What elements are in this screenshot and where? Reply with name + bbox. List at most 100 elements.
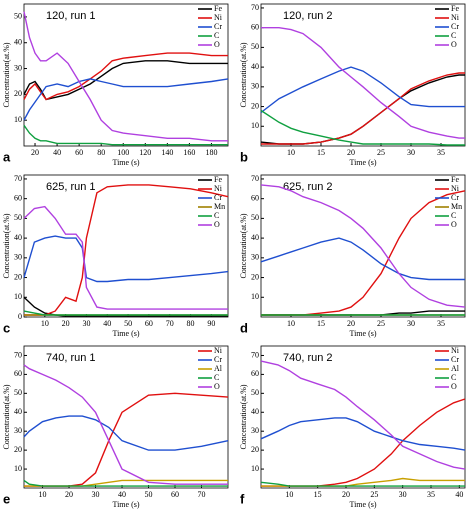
legend-label: C — [214, 211, 219, 220]
legend-label: Fe — [451, 175, 459, 184]
y-tick-label: 30 — [14, 253, 22, 262]
series-line — [261, 72, 465, 145]
series-line — [23, 52, 228, 101]
legend-label: Cr — [214, 22, 222, 31]
x-tick-label: 30 — [399, 490, 407, 499]
legend-label: Cr — [451, 22, 459, 31]
y-tick-label: 10 — [14, 464, 22, 473]
x-tick-label: 140 — [161, 148, 173, 157]
y-tick-label: 10 — [251, 464, 259, 473]
y-axis-label: Concentration(at.%) — [239, 42, 248, 107]
x-tick-label: 15 — [314, 490, 322, 499]
y-tick-label: 60 — [251, 22, 259, 31]
legend-label: O — [214, 220, 220, 229]
legend-label: O — [451, 382, 457, 391]
x-tick-label: 90 — [207, 319, 215, 328]
x-tick-label: 80 — [97, 148, 105, 157]
x-tick-label: 50 — [145, 490, 153, 499]
x-tick-label: 30 — [407, 148, 415, 157]
plot-frame — [260, 345, 466, 489]
series-line — [23, 415, 229, 451]
x-tick-label: 120 — [139, 148, 151, 157]
series-line — [23, 235, 229, 283]
series-line — [23, 310, 228, 316]
legend-label: C — [214, 31, 219, 40]
series-line — [23, 124, 228, 146]
x-tick-label: 30 — [82, 319, 90, 328]
x-tick-label: 10 — [285, 490, 293, 499]
x-tick-label: 15 — [317, 148, 325, 157]
legend-label: Ni — [451, 346, 460, 355]
y-tick-label: 50 — [14, 12, 22, 21]
x-tick-label: 15 — [317, 319, 325, 328]
series-line — [23, 205, 228, 310]
plot-frame — [260, 174, 466, 318]
y-tick-label: 70 — [251, 3, 259, 12]
series-line — [260, 237, 465, 281]
legend-label: O — [451, 220, 457, 229]
y-tick-label: 40 — [14, 38, 22, 47]
plot-frame — [260, 3, 466, 147]
y-tick-label: 40 — [251, 62, 259, 71]
legend-label: Ni — [214, 13, 223, 22]
y-axis-label: Concentration(at.%) — [2, 42, 11, 107]
x-axis-label: Time (s) — [349, 329, 376, 338]
y-axis-label: Concentration(at.%) — [239, 384, 248, 449]
y-tick-label: 50 — [14, 213, 22, 222]
series-line — [260, 360, 466, 470]
x-tick-label: 60 — [171, 490, 179, 499]
y-tick-label: 50 — [251, 213, 259, 222]
y-tick-label: 40 — [251, 407, 259, 416]
y-tick-label: 50 — [251, 388, 259, 397]
legend-label: Fe — [214, 175, 222, 184]
y-tick-label: 0 — [18, 312, 22, 321]
annotation: 625, run 2 — [283, 181, 333, 193]
legend-label: Cr — [451, 355, 459, 364]
series-line — [261, 398, 466, 487]
y-tick-label: 40 — [251, 233, 259, 242]
x-axis-label: Time (s) — [349, 158, 376, 167]
series-line — [23, 78, 229, 121]
x-tick-label: 20 — [347, 148, 355, 157]
legend-label: Mn — [451, 202, 462, 211]
x-tick-label: 20 — [31, 148, 39, 157]
y-tick-label: 20 — [14, 445, 22, 454]
y-tick-label: 30 — [251, 82, 259, 91]
legend-label: Fe — [214, 4, 222, 13]
annotation: 120, run 2 — [283, 10, 333, 22]
y-tick-label: 60 — [14, 193, 22, 202]
y-axis-label: Concentration(at.%) — [239, 213, 248, 278]
series-line — [23, 479, 228, 487]
legend-label: O — [451, 40, 457, 49]
x-tick-label: 20 — [65, 490, 73, 499]
legend-label: Ni — [451, 184, 460, 193]
x-tick-label: 50 — [124, 319, 132, 328]
series-line — [24, 479, 228, 487]
x-tick-label: 25 — [377, 319, 385, 328]
y-tick-label: 70 — [14, 174, 22, 183]
x-tick-label: 10 — [287, 148, 295, 157]
legend-label: Fe — [451, 4, 459, 13]
legend-label: C — [451, 211, 456, 220]
y-tick-label: 30 — [14, 63, 22, 72]
plot-frame — [23, 345, 229, 489]
legend-label: C — [451, 373, 456, 382]
x-tick-label: 35 — [437, 319, 445, 328]
x-tick-label: 10 — [41, 319, 49, 328]
x-axis-label: Time (s) — [349, 500, 376, 509]
legend-label: Cr — [214, 355, 222, 364]
y-tick-label: 70 — [251, 174, 259, 183]
x-tick-label: 40 — [53, 148, 61, 157]
x-axis-label: Time (s) — [112, 500, 139, 509]
x-tick-label: 25 — [370, 490, 378, 499]
series-line — [24, 392, 229, 487]
series-line — [23, 60, 228, 101]
series-line — [260, 481, 465, 487]
y-tick-label: 50 — [14, 388, 22, 397]
x-tick-label: 180 — [205, 148, 217, 157]
x-tick-label: 35 — [427, 490, 435, 499]
y-tick-label: 40 — [14, 233, 22, 242]
y-tick-label: 30 — [251, 253, 259, 262]
x-tick-label: 70 — [198, 490, 206, 499]
y-tick-label: 20 — [251, 272, 259, 281]
